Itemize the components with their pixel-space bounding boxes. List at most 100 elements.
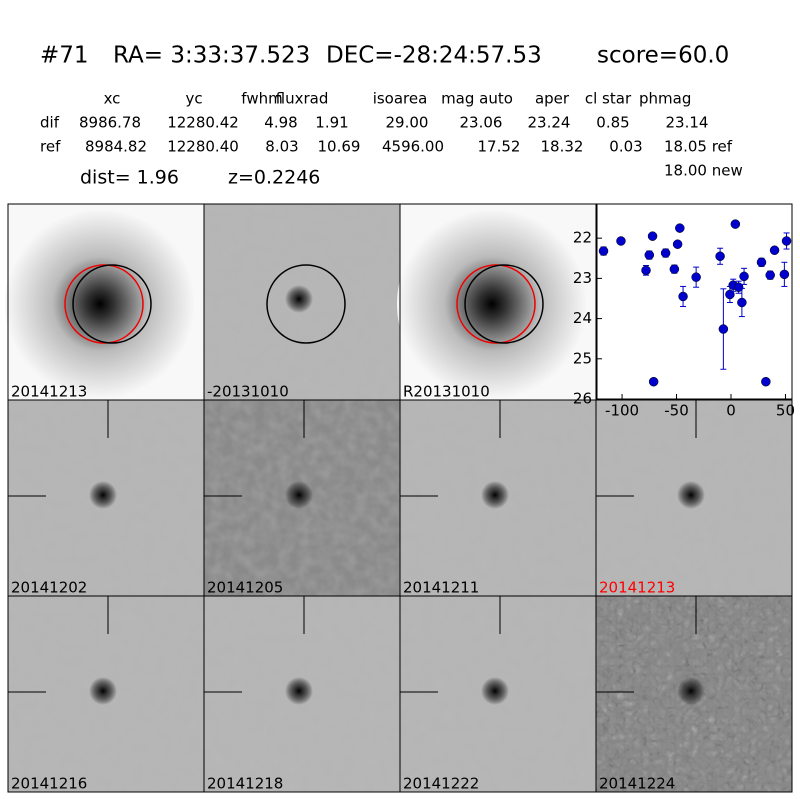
x-tick-label: -50 xyxy=(664,402,689,420)
cell: 23.06 xyxy=(460,114,503,132)
stamp-label: 20141216 xyxy=(11,775,87,793)
cell: 4.98 xyxy=(264,114,297,132)
column-header: fluxrad xyxy=(276,90,329,108)
stamp-label: 20141224 xyxy=(599,775,675,793)
point xyxy=(781,236,792,246)
point xyxy=(715,251,725,262)
cell: 8986.78 xyxy=(79,114,141,132)
point xyxy=(644,250,655,260)
z: z=0.2246 xyxy=(228,167,320,189)
cell: 12280.42 xyxy=(167,114,239,132)
point xyxy=(765,270,775,280)
column-header: isoarea xyxy=(373,90,428,108)
dif-circle xyxy=(464,264,544,344)
column-header: cl star xyxy=(585,90,632,108)
y-tick-label: 22 xyxy=(573,229,592,247)
point xyxy=(616,236,626,246)
cell: 17.52 xyxy=(478,138,521,156)
point xyxy=(648,376,659,387)
ref-circle xyxy=(64,264,144,344)
dif-circle xyxy=(266,264,346,344)
ref-circle xyxy=(456,264,536,344)
cell: 8984.82 xyxy=(85,138,147,156)
cell: 8.03 xyxy=(265,138,298,156)
stamp-label: 20141218 xyxy=(207,775,283,793)
point xyxy=(672,239,683,249)
point xyxy=(675,223,685,233)
column-header: yc xyxy=(185,90,202,108)
x-tick-label: 50 xyxy=(776,402,795,420)
source xyxy=(677,677,705,705)
stamp-label: 20141211 xyxy=(403,579,479,597)
source xyxy=(677,481,705,509)
point xyxy=(739,271,749,282)
stamp-label: 20141205 xyxy=(207,579,283,597)
point xyxy=(725,289,735,300)
cell: 29.00 xyxy=(386,114,429,132)
extra: 18.00 new xyxy=(664,162,743,180)
stamp-label: 20141213 xyxy=(11,383,87,401)
point xyxy=(718,324,729,334)
cell: 0.03 xyxy=(609,138,642,156)
galaxy xyxy=(5,209,195,399)
cell: 23.14 xyxy=(666,114,709,132)
score: score=60.0 xyxy=(597,43,729,69)
cell: 18.32 xyxy=(541,138,584,156)
point xyxy=(769,245,780,255)
column-header: fwhm xyxy=(241,90,282,108)
column-header: aper xyxy=(535,90,570,108)
point xyxy=(756,257,767,268)
x-tick-label: 0 xyxy=(726,402,736,420)
dif-circle xyxy=(72,264,152,344)
point xyxy=(598,246,609,256)
galaxy xyxy=(397,209,587,399)
stamp-label: 20141213 xyxy=(599,579,675,597)
dist: dist= 1.96 xyxy=(80,167,179,189)
source xyxy=(481,481,509,509)
source xyxy=(481,677,509,705)
column-header: mag auto xyxy=(441,90,513,108)
source xyxy=(89,481,117,509)
stamp-label: -20131010 xyxy=(207,383,289,401)
y-tick-label: 25 xyxy=(573,349,592,367)
point xyxy=(660,248,671,258)
stamp-label: 20141202 xyxy=(11,579,87,597)
row-label: dif xyxy=(40,114,60,132)
source xyxy=(89,677,117,705)
point xyxy=(761,376,771,387)
y-tick-label: 23 xyxy=(573,269,592,287)
cell: 1.91 xyxy=(315,114,348,132)
cell: 23.24 xyxy=(528,114,571,132)
source xyxy=(285,285,313,313)
column-header: xc xyxy=(104,90,121,108)
cell: 18.05 ref xyxy=(664,138,733,156)
y-tick-label: 24 xyxy=(573,309,592,327)
point xyxy=(647,231,658,241)
x-tick-label: -100 xyxy=(605,402,639,420)
cell: 10.69 xyxy=(318,138,361,156)
point xyxy=(678,291,688,302)
stamp-label: R20131010 xyxy=(403,383,490,401)
id: #71 xyxy=(40,43,89,69)
source xyxy=(285,481,313,509)
cell: 4596.00 xyxy=(382,138,444,156)
point xyxy=(669,264,680,274)
point xyxy=(779,269,790,280)
cell: 0.85 xyxy=(596,114,629,132)
point xyxy=(641,265,651,276)
source xyxy=(285,677,313,705)
y-tick-label: 26 xyxy=(573,390,592,408)
stamp-label: 20141222 xyxy=(403,775,479,793)
point xyxy=(730,219,741,229)
ra: RA= 3:33:37.523 xyxy=(113,43,310,69)
stamp-frame xyxy=(595,595,793,793)
dec: DEC=-28:24:57.53 xyxy=(326,43,542,69)
plot-area xyxy=(596,203,793,400)
row-label: ref xyxy=(40,138,61,156)
point xyxy=(691,272,701,282)
point xyxy=(737,297,747,308)
column-header: phmag xyxy=(639,90,691,108)
point xyxy=(733,282,744,292)
cell: 12280.40 xyxy=(167,138,239,156)
